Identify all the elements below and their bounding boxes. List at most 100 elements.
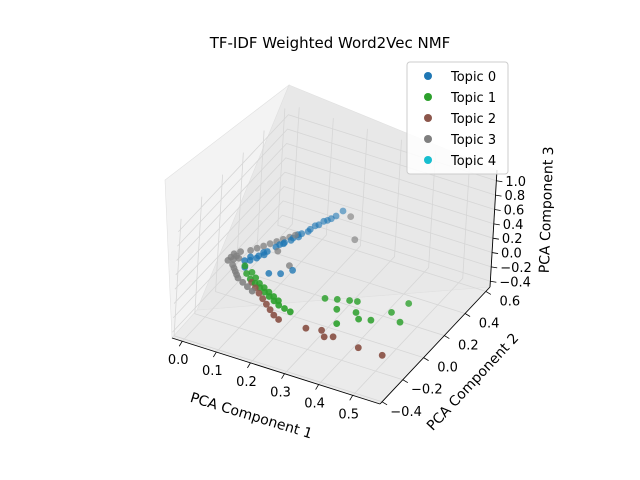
topic-2-point bbox=[275, 316, 282, 323]
topic-0-point bbox=[246, 256, 254, 264]
legend-label: Topic 2 bbox=[450, 112, 496, 127]
x-tick-mark bbox=[315, 384, 319, 390]
topic-0-point bbox=[289, 266, 296, 274]
z-tick-mark bbox=[491, 266, 498, 269]
x-tick-mark bbox=[349, 395, 354, 401]
x-tick-label: 0.4 bbox=[304, 397, 325, 412]
x-grid-line bbox=[352, 161, 471, 396]
topic-3-point bbox=[239, 278, 247, 286]
z-grid-line bbox=[172, 200, 492, 319]
z-grid-line bbox=[173, 186, 493, 304]
topic-1-point bbox=[243, 270, 251, 277]
x-tick-label: 0.1 bbox=[202, 364, 223, 379]
z-tick-mark bbox=[492, 237, 499, 240]
y-tick-label: 0.6 bbox=[500, 294, 521, 309]
topic-1-point bbox=[321, 295, 329, 302]
legend-label: Topic 0 bbox=[450, 70, 496, 85]
topic-0-point bbox=[265, 270, 273, 277]
z-tick-label: −0.4 bbox=[499, 275, 531, 290]
x-tick-label: 0.0 bbox=[168, 353, 189, 368]
z-tick-mark bbox=[495, 194, 502, 197]
topic-2-point bbox=[259, 295, 267, 303]
topic-1-point bbox=[252, 274, 260, 282]
tick-labels: 0.00.10.20.30.40.5 −0.4−0.20.00.20.40.6−0… bbox=[168, 175, 532, 423]
topic-1-point bbox=[261, 288, 268, 296]
z-tick-label: 0.4 bbox=[503, 218, 524, 233]
topic-3-point bbox=[253, 244, 261, 252]
topic-2-point bbox=[263, 300, 270, 308]
legend-marker bbox=[424, 72, 432, 80]
z-tick-label: 1.0 bbox=[505, 175, 526, 190]
x-tick-mark bbox=[281, 373, 285, 379]
z-tick-mark bbox=[490, 280, 497, 283]
y-tick-mark bbox=[485, 291, 492, 295]
topic-3-point bbox=[248, 287, 256, 295]
topic-1-point bbox=[346, 297, 353, 304]
axis-lines bbox=[171, 169, 498, 405]
topic-1-point bbox=[405, 300, 413, 307]
topic-3-point bbox=[230, 255, 237, 263]
topic-2-point bbox=[266, 306, 274, 314]
topic-1-point bbox=[241, 262, 249, 270]
topic-0-point bbox=[277, 270, 284, 278]
topic-3-point bbox=[347, 213, 355, 221]
z-tick-mark bbox=[493, 223, 500, 226]
topic-1-point bbox=[265, 293, 273, 300]
x-tick-label: 0.3 bbox=[270, 386, 291, 401]
topic-1-point bbox=[248, 269, 256, 276]
legend: Topic 0 Topic 1 Topic 2 Topic 3 Topic 4 bbox=[406, 61, 509, 175]
topic-3-point bbox=[266, 240, 274, 248]
topic-1-point bbox=[275, 301, 283, 309]
z-grid-line bbox=[175, 157, 494, 276]
x-grid-line bbox=[318, 150, 437, 385]
z-grid-line bbox=[174, 171, 494, 290]
topic-0-point bbox=[253, 254, 260, 262]
topic-3-point bbox=[237, 248, 245, 256]
topic-0-point bbox=[287, 236, 295, 244]
topic-1-point bbox=[333, 320, 341, 327]
x-grid-line bbox=[284, 139, 402, 374]
topic-0-point bbox=[339, 207, 347, 215]
topic-0-point bbox=[304, 228, 312, 235]
y-tick-label: 0.0 bbox=[437, 361, 458, 376]
topic-0-point bbox=[320, 217, 328, 225]
topic-1-point bbox=[354, 298, 361, 305]
topic-3-point bbox=[234, 274, 242, 282]
topic-1-point bbox=[396, 318, 404, 326]
tick-marks bbox=[178, 180, 503, 406]
chart-title: TF-IDF Weighted Word2Vec NMF bbox=[209, 34, 451, 52]
y-tick-mark bbox=[402, 379, 409, 384]
topic-3-point bbox=[244, 283, 251, 291]
legend-box bbox=[406, 61, 509, 175]
topic-2-point bbox=[302, 324, 310, 332]
topic-0-point bbox=[311, 222, 319, 230]
x-tick-label: 0.2 bbox=[236, 375, 257, 390]
legend-marker bbox=[424, 114, 432, 122]
z-tick-label: 0.0 bbox=[501, 247, 522, 262]
x-grid-line bbox=[181, 107, 300, 342]
x-tick-mark bbox=[178, 341, 183, 347]
x-grid-line bbox=[216, 118, 334, 353]
topic-1-point bbox=[281, 305, 288, 312]
y-tick-mark bbox=[423, 357, 429, 361]
y-tick-label: 0.2 bbox=[458, 339, 479, 354]
z-tick-mark bbox=[496, 180, 503, 183]
topic-2-point bbox=[378, 351, 386, 359]
z-tick-label: −0.2 bbox=[500, 261, 532, 276]
z-grid-line bbox=[176, 143, 495, 261]
y-tick-mark bbox=[381, 401, 388, 406]
topic-3-point bbox=[260, 242, 267, 250]
topic-1-point bbox=[352, 309, 360, 316]
topic-0-point bbox=[241, 257, 249, 265]
legend-marker bbox=[424, 93, 432, 101]
topic-2-point bbox=[320, 333, 328, 341]
topic-1-point bbox=[367, 316, 375, 324]
y-tick-label: 0.4 bbox=[479, 316, 500, 331]
grid-lines bbox=[172, 107, 497, 403]
z-tick-label: 0.8 bbox=[504, 189, 525, 204]
topic-2-point bbox=[329, 333, 337, 341]
topic-1-point bbox=[355, 315, 362, 323]
topic-1-point bbox=[270, 297, 278, 305]
topic-1-point bbox=[388, 309, 395, 316]
